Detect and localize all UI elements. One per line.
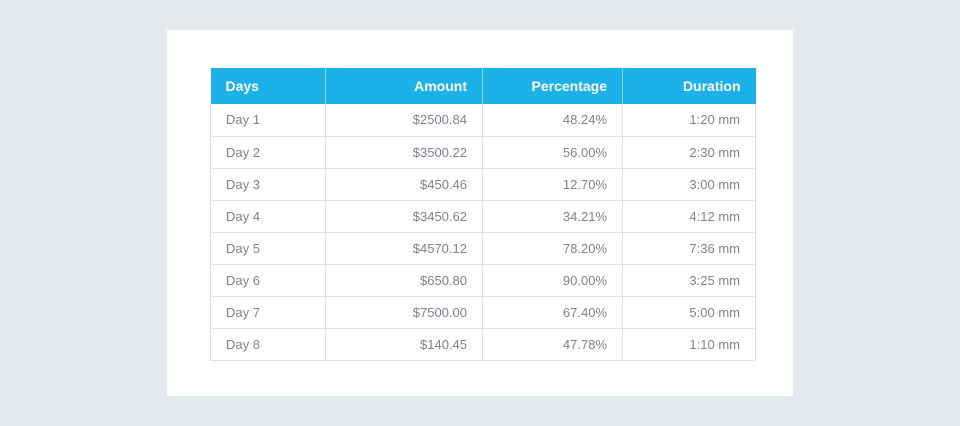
cell-amount: $650.80 — [325, 264, 483, 297]
cell-duration: 3:25 mm — [622, 264, 756, 297]
cell-day: Day 2 — [210, 136, 326, 169]
cell-duration: 1:10 mm — [622, 328, 756, 361]
table-row: Day 2 $3500.22 56.00% 2:30 mm — [210, 136, 756, 169]
table-header: Days Amount Percentage Duration — [210, 68, 756, 104]
cell-day: Day 3 — [210, 168, 326, 201]
cell-amount: $2500.84 — [325, 104, 483, 137]
column-header-duration: Duration — [682, 78, 741, 94]
column-header-percentage: Percentage — [482, 68, 623, 104]
table-row: Day 4 $3450.62 34.21% 4:12 mm — [210, 200, 756, 233]
cell-duration: 3:00 mm — [622, 168, 756, 201]
table-row: Day 5 $4570.12 78.20% 7:36 mm — [210, 232, 756, 265]
cell-percentage: 47.78% — [482, 328, 623, 361]
cell-percentage: 12.70% — [482, 168, 623, 201]
cell-amount: $7500.00 — [325, 296, 483, 329]
table-card: Days Amount Percentage Duration Day 1 $2… — [167, 30, 793, 396]
cell-percentage: 56.00% — [482, 136, 623, 169]
cell-amount: $3500.22 — [325, 136, 483, 169]
cell-day: Day 6 — [210, 264, 326, 297]
cell-duration: 7:36 mm — [622, 232, 756, 265]
header-row: Days Amount Percentage Duration — [210, 68, 756, 104]
cell-day: Day 4 — [210, 200, 326, 233]
cell-day: Day 8 — [210, 328, 326, 361]
table-row: Day 7 $7500.00 67.40% 5:00 mm — [210, 296, 756, 329]
cell-amount: $4570.12 — [325, 232, 483, 265]
column-header-amount: Amount — [325, 68, 483, 104]
column-header-days: Days — [210, 68, 326, 104]
data-table: Days Amount Percentage Duration Day 1 $2… — [210, 68, 756, 361]
cell-duration: 1:20 mm — [622, 104, 756, 137]
table-row: Day 3 $450.46 12.70% 3:00 mm — [210, 168, 756, 201]
cell-amount: $140.45 — [325, 328, 483, 361]
cell-percentage: 90.00% — [482, 264, 623, 297]
table-row: Day 1 $2500.84 48.24% 1:20 mm — [210, 104, 756, 137]
table-row: Day 6 $650.80 90.00% 3:25 mm — [210, 264, 756, 297]
cell-duration: 2:30 mm — [622, 136, 756, 169]
cell-day: Day 5 — [210, 232, 326, 265]
cell-amount: $3450.62 — [325, 200, 483, 233]
table-body: Day 1 $2500.84 48.24% 1:20 mm Day 2 $350… — [210, 104, 756, 361]
cell-day: Day 1 — [210, 104, 326, 137]
cell-percentage: 34.21% — [482, 200, 623, 233]
cell-amount: $450.46 — [325, 168, 483, 201]
table-row: Day 8 $140.45 47.78% 1:10 mm — [210, 328, 756, 361]
cell-percentage: 78.20% — [482, 232, 623, 265]
cell-percentage: 67.40% — [482, 296, 623, 329]
cell-day: Day 7 — [210, 296, 326, 329]
cell-duration: 4:12 mm — [622, 200, 756, 233]
cell-percentage: 48.24% — [482, 104, 623, 137]
cell-duration: 5:00 mm — [622, 296, 756, 329]
